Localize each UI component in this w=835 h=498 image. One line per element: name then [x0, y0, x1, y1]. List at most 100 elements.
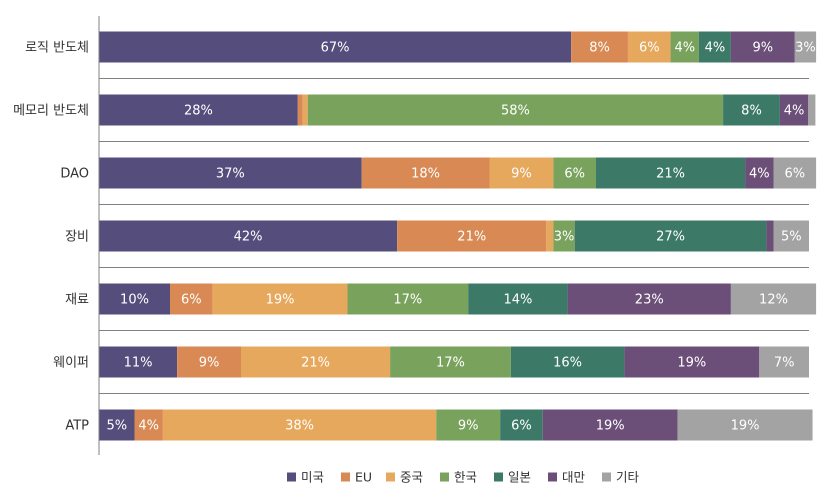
- legend-swatch: [287, 472, 296, 482]
- data-label: 37%: [216, 167, 245, 182]
- bar-segment: [489, 157, 554, 189]
- data-label: 6%: [181, 293, 202, 308]
- legend: 미국 EU 중국 한국 일본 대만 기타: [287, 470, 640, 485]
- data-label: 4%: [749, 167, 770, 182]
- bar-segment: [596, 157, 746, 189]
- bar-segment: [390, 346, 511, 378]
- data-label: 6%: [639, 41, 660, 56]
- bar-segment: [99, 94, 298, 126]
- bar-segment: [177, 346, 241, 378]
- data-label: 7%: [774, 356, 795, 371]
- bar-segment: [627, 31, 671, 63]
- bar-segment: [677, 409, 813, 441]
- bar-segment: [297, 94, 303, 126]
- bar-segment: [730, 31, 795, 63]
- data-label: 67%: [321, 41, 350, 56]
- data-label: 17%: [393, 293, 422, 308]
- data-label: 11%: [124, 356, 153, 371]
- legend-label: 일본: [508, 470, 531, 485]
- data-label: 38%: [285, 419, 314, 434]
- data-label: 4%: [705, 41, 726, 56]
- data-label: 12%: [759, 293, 788, 308]
- bar-segment: [542, 409, 678, 441]
- bar-segment: [436, 409, 501, 441]
- data-label: 28%: [184, 104, 213, 119]
- bar-segment: [99, 157, 362, 189]
- category-label: 웨이퍼: [53, 356, 89, 371]
- bar-segment: [241, 346, 391, 378]
- category-label: 메모리 반도체: [13, 104, 89, 119]
- data-label: 4%: [784, 104, 805, 119]
- legend-label: EU: [355, 470, 372, 485]
- bar-segment: [553, 220, 575, 252]
- data-label: 58%: [501, 104, 530, 119]
- data-label: 4%: [674, 41, 695, 56]
- category-label: DAO: [60, 167, 89, 182]
- bar-segment: [500, 409, 543, 441]
- category-label: 로직 반도체: [25, 41, 89, 56]
- data-label: 19%: [596, 419, 625, 434]
- bar-segment: [99, 346, 178, 378]
- bar-segment: [307, 94, 724, 126]
- bar-segment: [574, 220, 767, 252]
- data-label: 19%: [677, 356, 706, 371]
- bar-segment: [212, 283, 348, 315]
- data-label: 14%: [503, 293, 532, 308]
- data-label: 9%: [199, 356, 220, 371]
- category-label: 장비: [65, 230, 89, 245]
- bar-segment: [99, 31, 572, 63]
- data-label: 5%: [106, 419, 127, 434]
- legend-swatch: [548, 472, 557, 482]
- bar-segment: [773, 220, 809, 252]
- bar-segment: [546, 220, 554, 252]
- bar-segment: [397, 220, 547, 252]
- bar-segment: [624, 346, 760, 378]
- bar-segment: [553, 157, 596, 189]
- data-label: 23%: [635, 293, 664, 308]
- bar-segment: [745, 157, 774, 189]
- data-label: 9%: [458, 419, 479, 434]
- bar-segment: [468, 283, 568, 315]
- bar-segments: 67% 8% 6% 4% 4% 9% 3% 28% 58% 8% 4% 37% 18% 9% 6% 21% 4%…: [99, 31, 817, 441]
- bar-segment: [779, 94, 809, 126]
- legend-label: 대만: [562, 470, 586, 485]
- data-label: 19%: [266, 293, 295, 308]
- data-label: 27%: [656, 230, 685, 245]
- legend-swatch: [494, 472, 503, 482]
- data-label: 4%: [138, 419, 159, 434]
- bar-segment: [302, 94, 308, 126]
- category-label: ATP: [65, 419, 89, 434]
- category-separators: [99, 78, 809, 394]
- data-label: 5%: [781, 230, 802, 245]
- bar-segment: [510, 346, 625, 378]
- data-label: 21%: [301, 356, 330, 371]
- data-label: 42%: [234, 230, 263, 245]
- data-label: 8%: [741, 104, 762, 119]
- bar-segment: [808, 94, 816, 126]
- data-label: 10%: [120, 293, 149, 308]
- bar-segment: [670, 31, 699, 63]
- legend-swatch: [341, 472, 350, 482]
- legend-swatch: [386, 472, 395, 482]
- legend-swatch: [602, 472, 611, 482]
- data-label: 3%: [554, 230, 575, 245]
- data-label: 17%: [436, 356, 465, 371]
- legend-swatch: [440, 472, 449, 482]
- data-label: 8%: [589, 41, 610, 56]
- legend-label: 기타: [616, 470, 640, 485]
- data-label: 3%: [795, 41, 816, 56]
- bar-segment: [730, 283, 817, 315]
- bar-segment: [162, 409, 437, 441]
- bar-segment: [134, 409, 163, 441]
- bar-segment: [759, 346, 809, 378]
- data-label: 6%: [784, 167, 805, 182]
- bar-segment: [766, 220, 774, 252]
- data-label: 9%: [511, 167, 532, 182]
- data-label: 18%: [411, 167, 440, 182]
- legend-label: 한국: [454, 470, 477, 485]
- bar-segment: [567, 283, 731, 315]
- bar-segment: [698, 31, 731, 63]
- bar-segment: [99, 220, 398, 252]
- legend-label: 중국: [400, 470, 423, 485]
